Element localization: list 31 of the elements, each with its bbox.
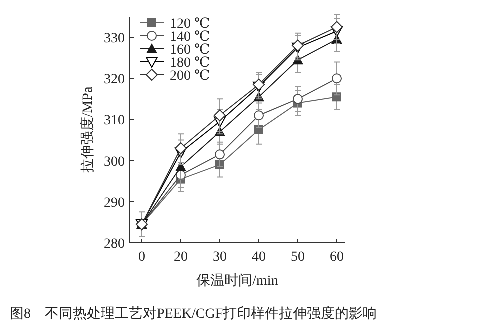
x-tick-label: 0 <box>138 250 146 265</box>
point <box>293 94 303 104</box>
x-axis-title: 保温时间/min <box>196 273 278 289</box>
point <box>332 74 342 84</box>
x-tick-label: 50 <box>291 250 305 265</box>
y-axis-title: 拉伸强度/MPa <box>80 86 96 174</box>
point <box>253 78 265 91</box>
x-tick-label: 60 <box>330 250 344 265</box>
legend-label: 160 ℃ <box>170 43 210 58</box>
y-tick-label: 330 <box>104 32 125 47</box>
point <box>331 21 343 34</box>
point <box>254 126 264 134</box>
y-tick-label: 320 <box>104 72 125 88</box>
point <box>254 110 264 121</box>
legend-label: 120 ℃ <box>170 17 210 32</box>
legend-label: 200 ℃ <box>170 69 210 84</box>
x-tick-label: 20 <box>174 250 188 265</box>
y-tick-label: 280 <box>104 237 125 252</box>
caption: 图8 不同热处理工艺对PEEK/CGF打印样件拉伸强度的影响 <box>10 306 378 322</box>
y-tick-label: 310 <box>104 114 125 129</box>
legend-label: 140 ℃ <box>170 30 210 45</box>
x-tick-label: 40 <box>252 250 266 265</box>
point <box>215 150 225 160</box>
x-tick-label: 30 <box>213 250 227 265</box>
y-tick-label: 300 <box>104 154 125 170</box>
point <box>292 40 304 52</box>
point <box>175 142 187 154</box>
point <box>332 92 342 102</box>
legend-label: 180 ℃ <box>170 56 210 71</box>
point <box>214 110 226 122</box>
y-tick-label: 290 <box>104 196 125 211</box>
